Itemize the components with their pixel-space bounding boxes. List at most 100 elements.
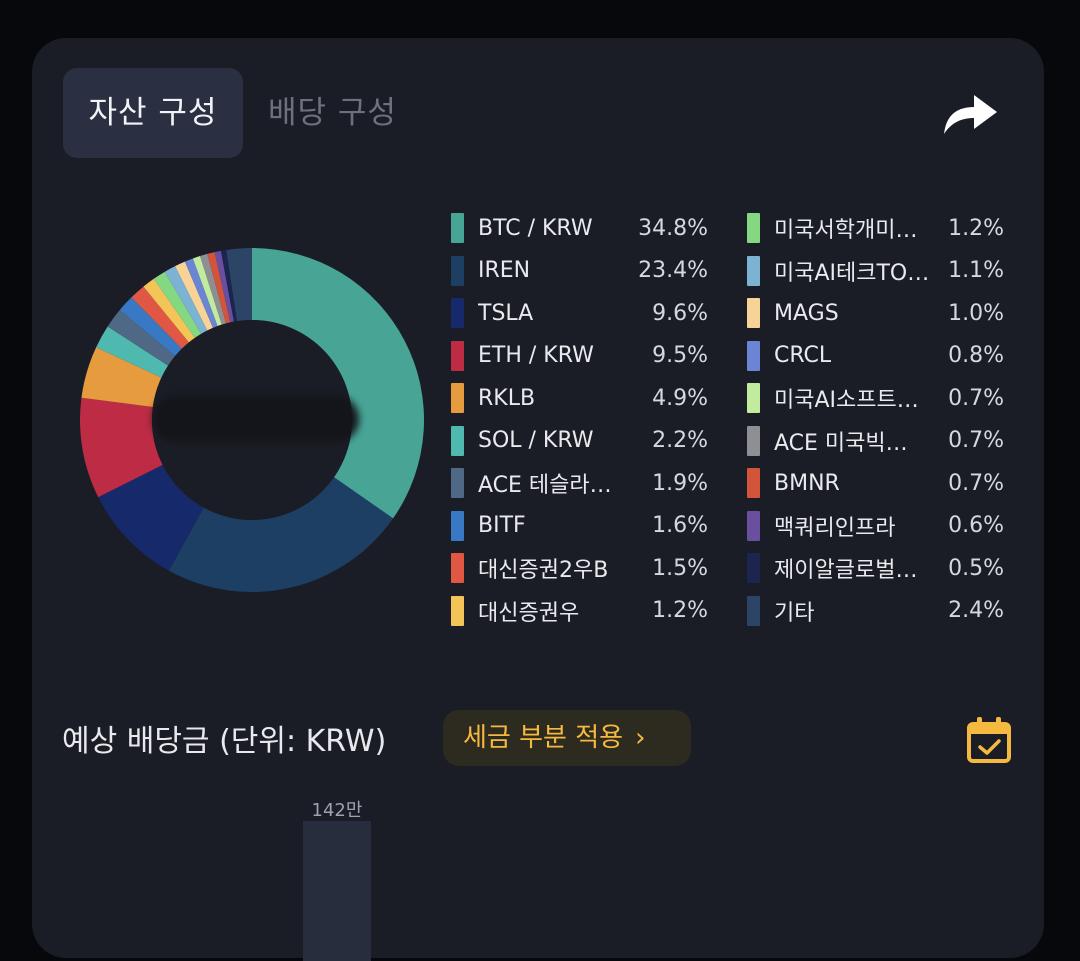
legend-name: BMNR bbox=[774, 470, 840, 496]
legend-swatch bbox=[747, 340, 760, 371]
legend-name: ETH / KRW bbox=[478, 343, 594, 368]
legend-item: ACE 테슬라… 1.9% bbox=[451, 466, 708, 500]
legend-percent: 4.9% bbox=[652, 385, 708, 411]
tab-dividend-composition[interactable]: 배당 구성 bbox=[268, 95, 397, 131]
legend-item: RKLB 4.9% bbox=[451, 381, 708, 415]
donut-slice[interactable] bbox=[184, 258, 218, 328]
donut-slice[interactable] bbox=[226, 248, 252, 322]
legend-item: 대신증권2우B 1.5% bbox=[451, 551, 708, 585]
donut-slice[interactable] bbox=[81, 347, 162, 408]
legend-swatch bbox=[747, 298, 760, 328]
legend-swatch bbox=[747, 255, 760, 286]
legend-percent: 1.0% bbox=[948, 300, 1004, 326]
legend-item: IREN 23.4% bbox=[451, 254, 708, 288]
legend-swatch bbox=[451, 340, 464, 371]
legend-item: 미국AI테크TO… 1.1% bbox=[747, 254, 1004, 288]
legend-swatch bbox=[451, 553, 464, 583]
legend-item: TSLA 9.6% bbox=[451, 296, 708, 330]
legend-percent: 23.4% bbox=[638, 258, 708, 283]
legend-percent: 1.6% bbox=[652, 513, 708, 538]
legend-swatch bbox=[747, 510, 760, 541]
legend-percent: 1.2% bbox=[948, 215, 1004, 241]
legend-name: BTC / KRW bbox=[478, 215, 593, 241]
chevron-right-icon: › bbox=[635, 723, 646, 753]
legend-item: 제이알글로벌… 0.5% bbox=[747, 551, 1004, 585]
donut-slice[interactable] bbox=[119, 297, 182, 357]
legend-item: BTC / KRW 34.8% bbox=[451, 211, 708, 245]
portfolio-card: 자산 구성 배당 구성 BTC / KRW 34.8% IREN 23.4% TSLA 9… bbox=[32, 38, 1044, 961]
legend-item: SOL / KRW 2.2% bbox=[451, 424, 708, 458]
legend-name: ACE 테슬라… bbox=[478, 473, 612, 498]
donut-slice[interactable] bbox=[164, 266, 208, 334]
legend-percent: 0.7% bbox=[948, 428, 1004, 453]
legend-percent: 1.2% bbox=[652, 598, 708, 623]
donut-slice[interactable] bbox=[107, 310, 176, 366]
legend-percent: 9.6% bbox=[652, 300, 708, 326]
legend-item: ACE 미국빅… 0.7% bbox=[747, 424, 1004, 458]
asset-donut-chart bbox=[80, 248, 424, 592]
legend-name: 미국서학개미… bbox=[774, 218, 918, 243]
legend-percent: 0.7% bbox=[948, 385, 1004, 411]
legend-name: IREN bbox=[478, 258, 531, 283]
legend-item: ETH / KRW 9.5% bbox=[451, 339, 708, 373]
legend-swatch bbox=[747, 383, 760, 413]
legend-swatch bbox=[451, 468, 464, 498]
legend-item: 미국서학개미… 1.2% bbox=[747, 211, 1004, 245]
legend-swatch bbox=[451, 425, 464, 456]
tab-asset-composition[interactable]: 자산 구성 bbox=[63, 68, 243, 158]
legend-name: MAGS bbox=[774, 300, 839, 326]
share-arrow-icon[interactable] bbox=[940, 90, 1000, 136]
legend-name: 기타 bbox=[774, 600, 815, 626]
legend-percent: 0.7% bbox=[948, 470, 1004, 496]
donut-slice[interactable] bbox=[131, 286, 189, 349]
legend-percent: 2.4% bbox=[948, 598, 1004, 623]
donut-slice[interactable] bbox=[200, 253, 226, 325]
legend-percent: 2.2% bbox=[652, 428, 708, 453]
bar-value-label: 142만 bbox=[311, 800, 363, 821]
legend-item: MAGS 1.0% bbox=[747, 296, 1004, 330]
legend-item: 맥쿼리인프라 0.6% bbox=[747, 509, 1004, 543]
blurred-total-value bbox=[153, 396, 359, 442]
tax-apply-label: 세금 부분 적용 bbox=[463, 723, 624, 753]
legend-swatch bbox=[747, 553, 760, 583]
legend-name: RKLB bbox=[478, 385, 536, 411]
legend-name: ACE 미국빅… bbox=[774, 430, 908, 456]
legend-percent: 1.9% bbox=[652, 470, 708, 496]
legend-percent: 34.8% bbox=[638, 215, 708, 241]
legend-item: 대신증권우 1.2% bbox=[451, 594, 708, 628]
calendar-check-icon[interactable] bbox=[966, 716, 1012, 764]
donut-slice[interactable] bbox=[207, 252, 231, 324]
donut-slice[interactable] bbox=[96, 326, 169, 378]
legend-item: BMNR 0.7% bbox=[747, 466, 1004, 500]
legend-swatch bbox=[747, 595, 760, 626]
legend-name: 대신증권2우B bbox=[478, 558, 609, 583]
legend-name: 대신증권우 bbox=[478, 600, 580, 626]
legend-name: 미국AI소프트… bbox=[774, 388, 919, 413]
legend-name: SOL / KRW bbox=[478, 428, 594, 453]
legend-percent: 0.6% bbox=[948, 513, 1004, 538]
dividend-bar[interactable] bbox=[303, 821, 371, 961]
legend-item: 기타 2.4% bbox=[747, 594, 1004, 628]
legend-swatch bbox=[747, 213, 760, 243]
legend-swatch bbox=[451, 595, 464, 626]
legend-percent: 0.8% bbox=[948, 343, 1004, 368]
legend-swatch bbox=[747, 425, 760, 456]
donut-slice[interactable] bbox=[214, 250, 234, 323]
dividend-section-title: 예상 배당금 (단위: KRW) bbox=[62, 724, 387, 759]
donut-slice[interactable] bbox=[252, 248, 424, 519]
legend-swatch bbox=[451, 213, 464, 243]
donut-slice[interactable] bbox=[80, 397, 163, 498]
donut-slice[interactable] bbox=[143, 278, 195, 343]
donut-slice[interactable] bbox=[192, 256, 222, 327]
donut-slice[interactable] bbox=[98, 464, 204, 571]
legend-swatch bbox=[451, 255, 464, 286]
tax-apply-button[interactable]: 세금 부분 적용 › bbox=[443, 710, 691, 766]
donut-slice[interactable] bbox=[175, 261, 213, 331]
donut-slice[interactable] bbox=[153, 271, 202, 338]
legend-name: 제이알글로벌… bbox=[774, 558, 918, 583]
donut-slice[interactable] bbox=[168, 477, 394, 592]
legend-item: BITF 1.6% bbox=[451, 509, 708, 543]
donut-slice[interactable] bbox=[220, 249, 238, 322]
legend-percent: 1.1% bbox=[948, 258, 1004, 283]
legend-percent: 0.5% bbox=[948, 555, 1004, 581]
